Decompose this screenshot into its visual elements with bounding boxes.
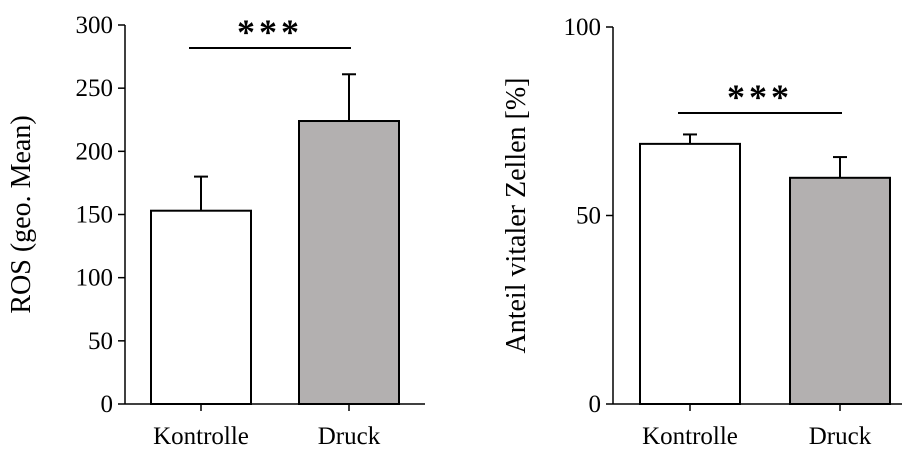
chart1-y-tick-label: 150 bbox=[76, 202, 114, 229]
chart2-category-label-druck: Druck bbox=[809, 423, 872, 450]
chart1-category-label-kontrolle: Kontrolle bbox=[153, 423, 249, 450]
chart2-y-tick-label: 0 bbox=[589, 391, 602, 418]
chart1-y-axis-title: ROS (geo. Mean) bbox=[6, 115, 37, 313]
chart1-bar-druck bbox=[298, 120, 400, 405]
chart2-y-axis-title: Anteil vitaler Zellen [%] bbox=[501, 78, 532, 354]
chart1-bar-kontrolle bbox=[150, 209, 252, 405]
chart2-bar-kontrolle bbox=[639, 142, 741, 405]
chart2-y-tick-label: 100 bbox=[564, 14, 602, 41]
chart1-y-tick-label: 100 bbox=[76, 265, 114, 292]
chart1-significance-label: *** bbox=[237, 12, 303, 52]
chart1-category-label-druck: Druck bbox=[318, 423, 381, 450]
chart2-category-label-kontrolle: Kontrolle bbox=[642, 423, 738, 450]
chart2-y-tick-label: 50 bbox=[576, 203, 601, 230]
chart1-y-tick-label: 300 bbox=[76, 12, 114, 39]
chart1-y-tick-label: 50 bbox=[88, 328, 113, 355]
chart1-y-tick-label: 250 bbox=[76, 75, 114, 102]
chart2-bar-druck bbox=[789, 176, 891, 405]
chart1-y-tick-label: 0 bbox=[101, 391, 114, 418]
chart2-significance-label: *** bbox=[727, 77, 793, 117]
chart1-y-tick-label: 200 bbox=[76, 138, 114, 165]
